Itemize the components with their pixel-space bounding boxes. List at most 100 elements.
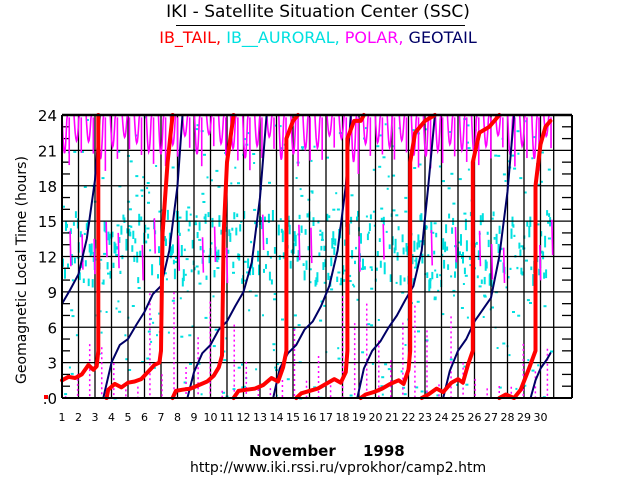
x-tick-label: 10 — [204, 411, 218, 424]
polar-trace — [434, 114, 442, 155]
polar-trace — [69, 230, 72, 267]
auroral-point — [212, 345, 216, 348]
auroral-point — [213, 270, 216, 278]
auroral-point — [180, 245, 183, 257]
auroral-point — [178, 216, 182, 219]
auroral-point — [433, 250, 436, 255]
auroral-point — [116, 224, 120, 227]
auroral-point — [281, 230, 284, 243]
auroral-point — [248, 309, 251, 312]
legend-item-geotail: GEOTAIL — [408, 28, 477, 47]
auroral-point — [241, 278, 244, 284]
auroral-point — [334, 238, 337, 246]
polar-trace — [261, 214, 265, 250]
auroral-point — [303, 270, 306, 281]
auroral-point — [115, 307, 118, 310]
auroral-point — [392, 174, 396, 177]
auroral-point — [155, 165, 158, 167]
auroral-point — [354, 260, 356, 265]
auroral-point — [459, 251, 461, 256]
polar-trace — [181, 114, 189, 138]
auroral-point — [331, 238, 335, 240]
auroral-point — [317, 220, 320, 224]
auroral-point — [349, 394, 353, 397]
auroral-point — [395, 214, 399, 217]
auroral-point — [150, 340, 153, 343]
auroral-point — [376, 251, 379, 257]
auroral-point — [452, 202, 456, 205]
auroral-point — [331, 238, 334, 249]
x-tick-label: 4 — [108, 411, 115, 424]
auroral-point — [437, 289, 440, 292]
ib-tail-trace — [294, 113, 366, 400]
ib-tail-trace — [419, 113, 502, 400]
auroral-point — [318, 252, 321, 256]
x-tick-label: 20 — [369, 411, 383, 424]
auroral-point — [417, 330, 420, 333]
auroral-point — [269, 256, 272, 259]
legend-item-ib-auroral: IB__AURORAL, — [226, 28, 345, 47]
auroral-point — [323, 304, 327, 307]
y-tick-label: 3 — [47, 355, 57, 373]
polar-trace — [539, 244, 542, 281]
auroral-point — [480, 279, 483, 284]
auroral-point — [228, 229, 231, 237]
auroral-point — [395, 281, 398, 284]
auroral-point — [295, 177, 298, 179]
auroral-point — [279, 218, 282, 221]
auroral-point — [103, 252, 107, 255]
auroral-point — [206, 176, 209, 179]
auroral-point — [156, 334, 158, 337]
auroral-point — [118, 310, 122, 313]
auroral-point — [157, 274, 159, 279]
polar-trace — [157, 114, 165, 155]
auroral-point — [364, 127, 367, 130]
auroral-point — [538, 268, 541, 276]
auroral-point — [516, 130, 520, 133]
auroral-point — [415, 257, 418, 268]
auroral-point — [235, 227, 238, 236]
auroral-point — [519, 249, 522, 258]
source-url[interactable]: http://www.iki.rssi.ru/vprokhor/camp2.ht… — [190, 460, 487, 476]
auroral-point — [272, 343, 276, 346]
auroral-point — [336, 208, 340, 211]
auroral-point — [425, 128, 429, 131]
auroral-point — [116, 246, 119, 250]
auroral-point — [450, 172, 454, 175]
auroral-point — [313, 386, 317, 389]
auroral-point — [328, 215, 331, 219]
geotail-trace — [102, 114, 184, 399]
auroral-point — [99, 310, 102, 313]
auroral-point — [264, 216, 266, 223]
auroral-point — [298, 214, 301, 220]
auroral-point — [310, 190, 314, 193]
auroral-point — [483, 276, 486, 285]
auroral-point — [254, 294, 258, 297]
auroral-point — [436, 394, 440, 397]
auroral-point — [288, 224, 291, 235]
auroral-point — [129, 231, 132, 237]
auroral-point — [316, 272, 319, 283]
auroral-point — [313, 145, 316, 148]
auroral-point — [267, 213, 270, 223]
ib-tail-trace — [104, 113, 175, 400]
auroral-point — [510, 228, 513, 239]
auroral-point — [337, 357, 341, 360]
auroral-point — [353, 285, 356, 288]
auroral-point — [197, 270, 200, 275]
auroral-point — [343, 269, 347, 272]
auroral-point — [488, 274, 491, 286]
auroral-point — [523, 191, 527, 194]
auroral-point — [183, 248, 186, 252]
auroral-point — [208, 254, 211, 264]
series-lines — [44, 113, 553, 400]
ib-tail-point — [44, 395, 48, 399]
auroral-point — [178, 232, 181, 236]
polar-trace — [494, 114, 502, 138]
auroral-point — [389, 274, 392, 282]
auroral-point — [120, 225, 123, 235]
auroral-point — [403, 393, 407, 396]
auroral-point — [167, 331, 170, 334]
auroral-point — [487, 239, 490, 248]
